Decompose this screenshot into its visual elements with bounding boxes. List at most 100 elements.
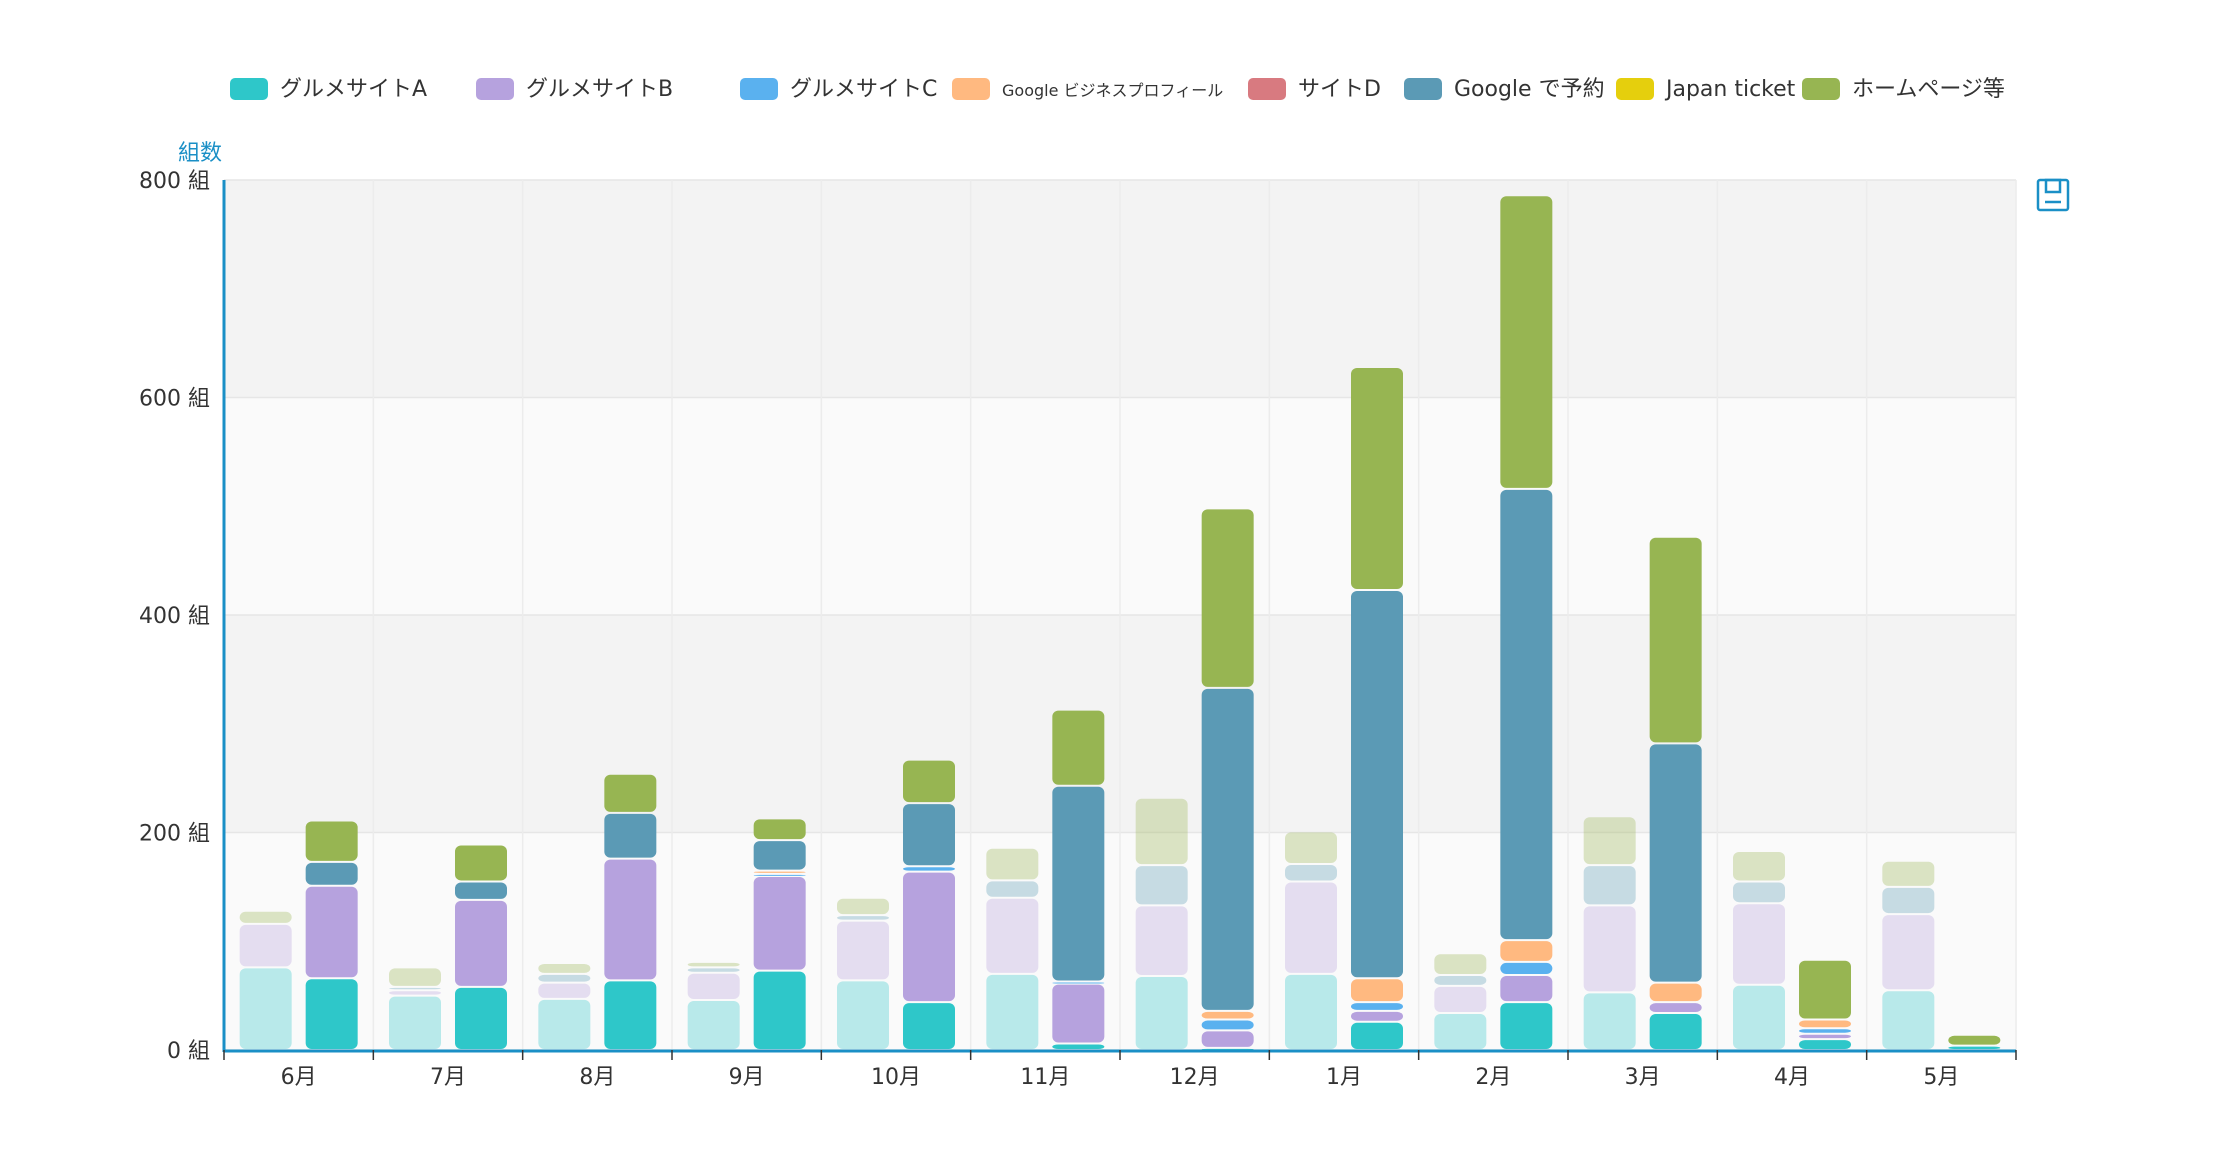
bar-segment[interactable] [753, 819, 806, 840]
bar-segment[interactable] [1201, 1020, 1254, 1030]
bar-segment[interactable] [538, 999, 591, 1049]
bar-segment[interactable] [986, 898, 1039, 973]
bar-segment[interactable] [1052, 1044, 1105, 1049]
bar-segment[interactable] [1201, 509, 1254, 687]
bar-segment[interactable] [1285, 865, 1337, 881]
bar-segment[interactable] [753, 874, 806, 876]
bar-segment[interactable] [903, 760, 955, 803]
bar-segment[interactable] [1351, 1022, 1403, 1049]
bar-segment[interactable] [1948, 1035, 2001, 1045]
bar-segment[interactable] [1351, 1011, 1403, 1021]
bar-segment[interactable] [1052, 982, 1105, 984]
bar-segment[interactable] [389, 996, 441, 1049]
bar-segment[interactable] [986, 848, 1039, 880]
bar-segment[interactable] [305, 886, 358, 978]
bar-segment[interactable] [837, 981, 889, 1049]
bar-segment[interactable] [1500, 196, 1553, 488]
bar-segment[interactable] [1583, 817, 1636, 865]
bar-segment[interactable] [538, 983, 591, 998]
bar-segment[interactable] [305, 862, 358, 885]
bar-segment[interactable] [538, 974, 591, 982]
bar-segment[interactable] [455, 845, 507, 881]
bar-segment[interactable] [986, 881, 1039, 897]
bar-segment[interactable] [1733, 985, 1785, 1049]
bar-segment[interactable] [1500, 975, 1553, 1002]
bar-segment[interactable] [455, 900, 507, 986]
bar-segment[interactable] [1434, 954, 1487, 974]
bar-segment[interactable] [1799, 1034, 1851, 1039]
bar-segment[interactable] [1351, 1003, 1403, 1010]
bar-segment[interactable] [1201, 1031, 1254, 1047]
bar-segment[interactable] [1583, 993, 1636, 1049]
bar-segment[interactable] [1882, 915, 1935, 990]
bar-segment[interactable] [1799, 1029, 1851, 1033]
bar-segment[interactable] [753, 877, 806, 970]
bar-segment[interactable] [1434, 1014, 1487, 1049]
bar-segment[interactable] [837, 898, 889, 915]
bar-segment[interactable] [1351, 979, 1403, 1002]
bar-segment[interactable] [1649, 983, 1702, 1002]
bar-segment[interactable] [1583, 906, 1636, 992]
bar-segment[interactable] [753, 841, 806, 870]
bar-segment[interactable] [1135, 798, 1188, 865]
bar-segment[interactable] [687, 962, 740, 967]
bar-segment[interactable] [903, 804, 955, 866]
bar-segment[interactable] [1052, 786, 1105, 981]
bar-segment[interactable] [1434, 975, 1487, 985]
legend-item[interactable]: サイトD [1248, 77, 1381, 102]
legend-item[interactable]: Google で予約 [1404, 77, 1605, 102]
bar-segment[interactable] [753, 971, 806, 1049]
bar-segment[interactable] [1135, 866, 1188, 905]
bar-segment[interactable] [604, 859, 657, 980]
bar-segment[interactable] [239, 911, 292, 923]
bar-segment[interactable] [1733, 882, 1785, 903]
bar-segment[interactable] [1285, 832, 1337, 864]
bar-segment[interactable] [837, 921, 889, 980]
bar-segment[interactable] [1135, 906, 1188, 976]
bar-segment[interactable] [1285, 974, 1337, 1049]
bar-segment[interactable] [1649, 1003, 1702, 1013]
bar-segment[interactable] [1052, 710, 1105, 785]
bar-segment[interactable] [1948, 1046, 2001, 1049]
bar-segment[interactable] [1500, 941, 1553, 961]
bar-segment[interactable] [837, 916, 889, 920]
bar-segment[interactable] [538, 964, 591, 973]
bar-segment[interactable] [903, 1003, 955, 1049]
bar-segment[interactable] [1351, 590, 1403, 978]
bar-segment[interactable] [389, 968, 441, 986]
bar-segment[interactable] [1500, 1003, 1553, 1049]
bar-segment[interactable] [1500, 962, 1553, 974]
bar-segment[interactable] [1351, 368, 1403, 589]
bar-segment[interactable] [604, 813, 657, 858]
bar-segment[interactable] [1799, 960, 1851, 1019]
bar-segment[interactable] [1434, 986, 1487, 1013]
bar-segment[interactable] [753, 871, 806, 873]
bar-segment[interactable] [239, 968, 292, 1049]
bar-segment[interactable] [389, 987, 441, 990]
bar-segment[interactable] [1882, 887, 1935, 914]
bar-segment[interactable] [903, 872, 955, 1002]
bar-segment[interactable] [1052, 984, 1105, 1043]
bar-segment[interactable] [604, 981, 657, 1049]
bar-segment[interactable] [305, 979, 358, 1049]
bar-segment[interactable] [1733, 851, 1785, 881]
bar-segment[interactable] [1799, 1040, 1851, 1049]
bar-segment[interactable] [1649, 537, 1702, 743]
bar-segment[interactable] [687, 973, 740, 999]
bar-segment[interactable] [1135, 977, 1188, 1049]
bar-segment[interactable] [1649, 744, 1702, 982]
bar-segment[interactable] [1285, 882, 1337, 973]
bar-segment[interactable] [455, 882, 507, 899]
bar-segment[interactable] [455, 987, 507, 1049]
legend-item[interactable]: Japan ticket [1616, 77, 1796, 102]
bar-segment[interactable] [1799, 1020, 1851, 1028]
bar-segment[interactable] [687, 968, 740, 972]
legend-item[interactable]: グルメサイトA [230, 77, 427, 102]
bar-segment[interactable] [389, 991, 441, 995]
bar-segment[interactable] [1201, 1011, 1254, 1019]
bar-segment[interactable] [1583, 866, 1636, 905]
legend-item[interactable]: Google ビジネスプロフィール [952, 78, 1223, 100]
bar-segment[interactable] [1649, 1014, 1702, 1049]
bar-segment[interactable] [1201, 688, 1254, 1010]
bar-segment[interactable] [986, 974, 1039, 1049]
